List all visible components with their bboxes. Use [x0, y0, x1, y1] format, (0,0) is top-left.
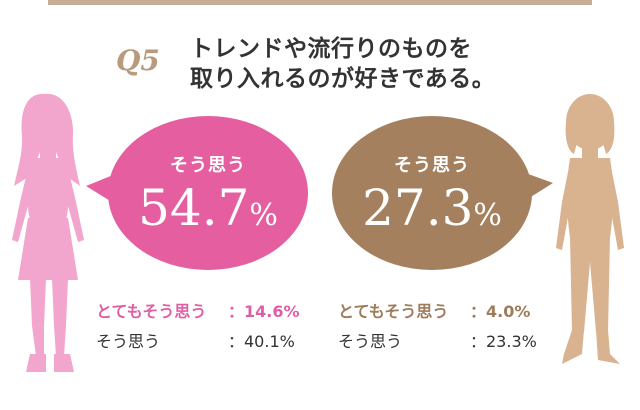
men-agree-value: ：23.3%: [470, 332, 537, 351]
women-strongly-agree-label: とてもそう思う: [96, 302, 207, 321]
men-headline-value: 27.3%: [322, 180, 542, 244]
men-headline-unit: %: [473, 198, 502, 233]
women-bubble-label: そう思う: [170, 155, 246, 176]
men-strongly-agree-value: ：4.0%: [470, 302, 531, 321]
men-breakdown: とてもそう思う ：4.0% そう思う ：23.3%: [338, 297, 553, 357]
men-bubble-label: そう思う: [394, 155, 470, 176]
men-headline-number: 27.3: [362, 179, 474, 237]
men-agree-label: そう思う: [338, 332, 403, 351]
man-silhouette-icon: [556, 94, 624, 364]
top-divider-bar: [48, 0, 592, 5]
men-row-strongly-agree: とてもそう思う ：4.0%: [338, 297, 553, 327]
men-row-agree: そう思う ：23.3%: [338, 327, 553, 357]
women-agree-value: ：40.1%: [228, 332, 295, 351]
men-strongly-agree-label: とてもそう思う: [338, 302, 449, 321]
question-line-2: 取り入れるのが好きである。: [190, 66, 496, 92]
women-breakdown: とてもそう思う ：14.6% そう思う ：40.1%: [96, 297, 311, 357]
women-headline-number: 54.7: [138, 179, 250, 237]
women-row-strongly-agree: とてもそう思う ：14.6%: [96, 297, 311, 327]
woman-silhouette-icon: [12, 94, 84, 372]
women-agree-label: そう思う: [96, 332, 161, 351]
women-strongly-agree-value: ：14.6%: [228, 302, 300, 321]
question-text: トレンドや流行りのものを 取り入れるのが好きである。: [190, 34, 550, 94]
question-line-1: トレンドや流行りのものを: [190, 36, 472, 62]
women-row-agree: そう思う ：40.1%: [96, 327, 311, 357]
women-headline-value: 54.7%: [98, 180, 318, 244]
women-speech-bubble: [86, 116, 308, 270]
men-speech-bubble: [332, 116, 553, 270]
question-number: Q5: [116, 44, 160, 77]
women-headline-unit: %: [249, 198, 278, 233]
